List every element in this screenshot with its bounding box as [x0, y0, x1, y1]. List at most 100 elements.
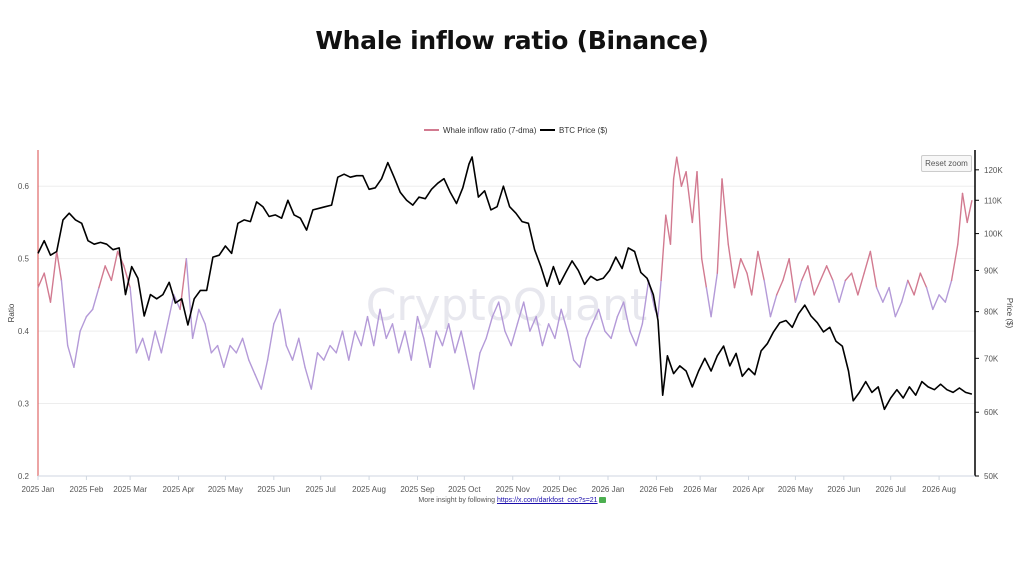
ratio-line-segment [616, 301, 625, 318]
ratio-line-segment [572, 359, 581, 369]
ratio-line-segment [794, 279, 803, 303]
ratio-line-segment [825, 265, 834, 282]
ratio-line-segment [85, 308, 94, 318]
ratio-line-segment [198, 308, 206, 325]
x-tick-label: 2026 Apr [733, 485, 765, 494]
ratio-line-segment [497, 301, 506, 332]
ratio-line-segment [410, 315, 419, 361]
ratio-line-segment [504, 330, 512, 347]
ratio-line-segment [391, 323, 400, 354]
ratio-line-segment [746, 272, 753, 296]
ratio-line-segment [875, 286, 884, 303]
ratio-line-segment [566, 330, 575, 361]
credits-link[interactable]: https://x.com/darkfost_coc?s=21 [497, 497, 598, 504]
ratio-line-segment [907, 279, 915, 296]
ratio-line-segment [429, 330, 437, 369]
x-tick-label: 2025 May [208, 485, 243, 494]
ratio-line-segment [460, 330, 469, 361]
reset-zoom-button[interactable]: Reset zoom [921, 155, 972, 172]
ratio-line-segment [160, 323, 169, 354]
ratio-line-segment [298, 337, 306, 369]
ratio-line-segment [235, 337, 244, 354]
ratio-line-segment [179, 257, 188, 311]
ratio-line-segment [944, 279, 953, 303]
ratio-line-segment [832, 279, 840, 303]
ratio-line-segment [680, 171, 687, 187]
y-right-tick-label: 60K [984, 408, 999, 417]
ratio-line-segment [800, 265, 809, 282]
ratio-line-segment [733, 257, 742, 289]
ratio-line-segment [676, 156, 683, 187]
ratio-line-segment [882, 286, 890, 303]
ratio-line-segment [701, 257, 708, 289]
ratio-line-segment [129, 286, 138, 354]
x-tick-label: 2025 Jul [306, 485, 336, 494]
x-tick-label: 2026 Aug [922, 485, 956, 494]
ratio-line-segment [932, 294, 940, 311]
x-tick-label: 2025 Mar [113, 485, 147, 494]
ratio-line-segment [838, 279, 847, 303]
ratio-line-segment [782, 257, 790, 282]
ratio-line-segment [857, 272, 865, 296]
ratio-line-segment [665, 214, 672, 245]
y-left-tick-label: 0.3 [18, 400, 30, 409]
ratio-line-segment [423, 337, 431, 369]
ratio-line-segment [154, 330, 163, 354]
x-tick-label: 2026 Jun [827, 485, 860, 494]
ratio-line-segment [191, 308, 200, 340]
ratio-line-segment [37, 272, 45, 289]
x-tick-label: 2026 Jul [876, 485, 906, 494]
ratio-line-segment [185, 257, 194, 340]
ratio-line-segment [254, 373, 263, 390]
ratio-line-segment [316, 352, 325, 361]
legend-btc-label: BTC Price ($) [559, 126, 608, 135]
ratio-line-segment [541, 323, 550, 347]
ratio-line-segment [335, 330, 344, 354]
ratio-line-segment [957, 192, 964, 245]
ratio-line-segment [657, 279, 662, 318]
x-tick-label: 2026 May [778, 485, 813, 494]
ratio-line-segment [148, 330, 156, 361]
x-tick-label: 2026 Mar [683, 485, 717, 494]
ratio-line-segment [435, 330, 444, 347]
ratio-line-segment [454, 330, 462, 354]
ratio-line-segment [416, 315, 425, 340]
ratio-line-segment [266, 323, 275, 361]
ratio-line-segment [404, 330, 412, 361]
y-right-tick-label: 50K [984, 472, 999, 481]
ratio-line-segment [629, 330, 637, 347]
x-tick-label: 2025 Dec [542, 485, 576, 494]
ratio-line-segment [323, 344, 331, 361]
ratio-line-segment [788, 257, 797, 303]
x-tick-label: 2025 Oct [448, 485, 481, 494]
ratio-line-segment [248, 359, 256, 376]
ratio-line-segment [757, 250, 765, 282]
ratio-line-segment [813, 279, 822, 296]
ratio-line-segment [354, 330, 362, 347]
ratio-line-segment [641, 279, 650, 325]
ratio-line-segment [98, 265, 106, 289]
ratio-line-segment [448, 323, 456, 354]
ratio-line-segment [850, 272, 859, 296]
ratio-line-segment [560, 308, 569, 332]
x-tick-label: 2025 Sep [400, 485, 435, 494]
ratio-line-segment [260, 359, 269, 390]
ratio-line-segment [273, 308, 281, 325]
ratio-line-segment [705, 286, 712, 318]
ratio-line-segment [913, 272, 922, 296]
y-left-axis-title: Ratio [7, 303, 16, 322]
ratio-line-segment [585, 323, 594, 340]
frog-emoji-icon [598, 497, 606, 504]
ratio-line-segment [441, 323, 450, 347]
ratio-line-segment [610, 315, 619, 340]
ratio-line-segment [166, 294, 175, 325]
ratio-line-segment [597, 308, 606, 332]
ratio-line-segment [204, 323, 213, 354]
ratio-line-segment [348, 330, 356, 361]
ratio-line-segment [135, 337, 144, 354]
ratio-line-segment [43, 272, 52, 303]
page-title: Whale inflow ratio (Binance) [315, 26, 709, 55]
watermark-text: CryptoQuant [366, 280, 648, 331]
x-tick-label: 2025 Nov [496, 485, 530, 494]
ratio-line-segment [56, 250, 63, 282]
